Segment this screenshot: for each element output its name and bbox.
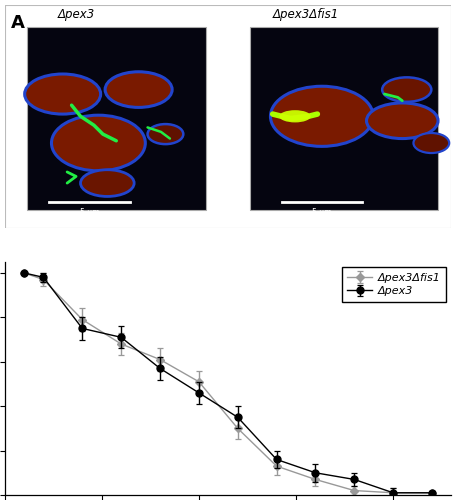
Ellipse shape [81, 170, 134, 196]
Ellipse shape [105, 72, 172, 108]
Legend: Δpex3Δfis1, Δpex3: Δpex3Δfis1, Δpex3 [341, 268, 445, 302]
FancyBboxPatch shape [250, 28, 437, 210]
Ellipse shape [270, 86, 372, 146]
Ellipse shape [381, 78, 430, 102]
Text: Δpex3Δfis1: Δpex3Δfis1 [272, 8, 338, 20]
Ellipse shape [25, 74, 101, 114]
FancyBboxPatch shape [27, 28, 205, 210]
Ellipse shape [147, 124, 183, 144]
Text: Δpex3: Δpex3 [58, 8, 95, 20]
Ellipse shape [51, 115, 145, 171]
Text: A: A [11, 14, 25, 32]
Ellipse shape [279, 110, 310, 122]
Ellipse shape [366, 103, 437, 138]
Text: 5 μm: 5 μm [80, 208, 99, 216]
Ellipse shape [413, 133, 448, 153]
Text: 5 μm: 5 μm [311, 208, 331, 216]
